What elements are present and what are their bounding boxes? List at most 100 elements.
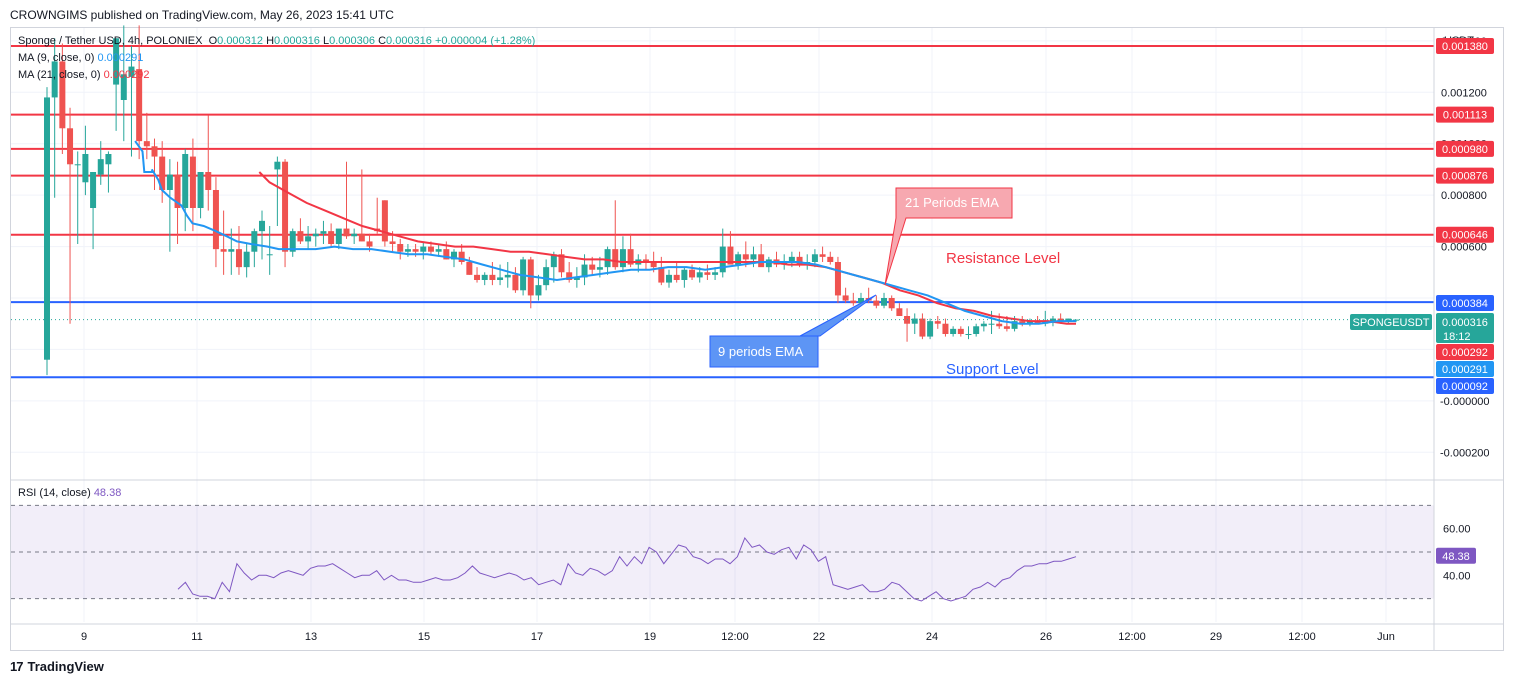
candle[interactable] bbox=[950, 326, 957, 337]
candle[interactable] bbox=[305, 226, 312, 250]
candle[interactable] bbox=[881, 292, 888, 309]
candle[interactable] bbox=[397, 238, 404, 260]
candle[interactable] bbox=[90, 172, 97, 250]
candle[interactable] bbox=[673, 262, 680, 283]
candle[interactable] bbox=[758, 244, 765, 268]
candle[interactable] bbox=[489, 262, 496, 286]
candle[interactable] bbox=[973, 323, 980, 337]
candle[interactable] bbox=[151, 138, 158, 190]
candle[interactable] bbox=[358, 169, 365, 242]
candle[interactable] bbox=[980, 321, 987, 332]
candle[interactable] bbox=[205, 115, 212, 211]
legend-ma9-row[interactable]: MA (9, close, 0) 0.000291 bbox=[18, 52, 143, 64]
candle[interactable] bbox=[497, 264, 504, 286]
candle[interactable] bbox=[320, 220, 327, 244]
candle[interactable] bbox=[666, 269, 673, 288]
candle[interactable] bbox=[351, 228, 358, 244]
candle[interactable] bbox=[819, 246, 826, 262]
candle[interactable] bbox=[827, 251, 834, 265]
candle[interactable] bbox=[51, 38, 58, 198]
candle[interactable] bbox=[136, 25, 143, 160]
candle[interactable] bbox=[735, 251, 742, 270]
tradingview-brand[interactable]: 17 TradingView bbox=[10, 659, 104, 674]
candle[interactable] bbox=[105, 151, 112, 193]
candle[interactable] bbox=[128, 46, 135, 157]
candle[interactable] bbox=[328, 223, 335, 247]
candle[interactable] bbox=[74, 151, 81, 244]
candle[interactable] bbox=[904, 308, 911, 342]
candle[interactable] bbox=[82, 125, 89, 196]
candle[interactable] bbox=[312, 228, 319, 247]
candle[interactable] bbox=[374, 197, 381, 234]
candle[interactable] bbox=[1026, 318, 1033, 327]
candle[interactable] bbox=[166, 159, 173, 252]
candle[interactable] bbox=[120, 25, 127, 142]
candle[interactable] bbox=[381, 200, 388, 247]
candle[interactable] bbox=[919, 313, 926, 340]
candle[interactable] bbox=[67, 107, 74, 324]
candle[interactable] bbox=[343, 161, 350, 239]
candle[interactable] bbox=[113, 38, 120, 131]
candle[interactable] bbox=[612, 200, 619, 270]
candle[interactable] bbox=[159, 141, 166, 203]
candle[interactable] bbox=[44, 87, 50, 376]
candle[interactable] bbox=[965, 326, 972, 340]
candle[interactable] bbox=[59, 43, 66, 154]
candle[interactable] bbox=[896, 303, 903, 316]
candle[interactable] bbox=[543, 259, 550, 291]
candle[interactable] bbox=[189, 138, 196, 232]
candle[interactable] bbox=[512, 267, 519, 293]
candle[interactable] bbox=[259, 210, 266, 260]
candle[interactable] bbox=[834, 256, 841, 304]
candle[interactable] bbox=[873, 295, 880, 309]
candle[interactable] bbox=[97, 141, 104, 185]
candle[interactable] bbox=[558, 249, 565, 278]
candle[interactable] bbox=[420, 241, 427, 260]
candle[interactable] bbox=[197, 172, 204, 219]
candle[interactable] bbox=[220, 210, 227, 275]
candle[interactable] bbox=[297, 218, 304, 244]
candle[interactable] bbox=[504, 262, 511, 288]
candle[interactable] bbox=[251, 228, 258, 268]
candle[interactable] bbox=[274, 156, 281, 226]
candle[interactable] bbox=[765, 256, 772, 273]
candle[interactable] bbox=[727, 231, 734, 265]
legend-ma21-row[interactable]: MA (21, close, 0) 0.000292 bbox=[18, 69, 150, 81]
candle[interactable] bbox=[474, 267, 481, 283]
candle[interactable] bbox=[704, 264, 711, 280]
candle[interactable] bbox=[850, 292, 857, 306]
candle[interactable] bbox=[888, 295, 895, 311]
candle[interactable] bbox=[942, 318, 949, 337]
candle[interactable] bbox=[957, 326, 964, 337]
candle[interactable] bbox=[143, 112, 150, 160]
candle[interactable] bbox=[681, 267, 688, 288]
candle[interactable] bbox=[934, 316, 941, 329]
candle[interactable] bbox=[289, 228, 296, 257]
candle[interactable] bbox=[804, 254, 811, 270]
candle[interactable] bbox=[243, 244, 250, 278]
candle[interactable] bbox=[282, 159, 289, 268]
candle[interactable] bbox=[228, 228, 235, 275]
candle[interactable] bbox=[435, 244, 442, 257]
legend-symbol[interactable]: Sponge / Tether USD, 4h, POLONIEX bbox=[18, 35, 203, 47]
candle[interactable] bbox=[266, 226, 273, 275]
candle[interactable] bbox=[842, 287, 849, 304]
candle[interactable] bbox=[719, 228, 726, 278]
candle[interactable] bbox=[481, 272, 488, 286]
candle[interactable] bbox=[927, 318, 934, 340]
candle[interactable] bbox=[550, 251, 557, 283]
candle[interactable] bbox=[235, 226, 242, 275]
candle[interactable] bbox=[527, 256, 534, 309]
legend-rsi-row[interactable]: RSI (14, close) 48.38 bbox=[18, 487, 121, 499]
grid bbox=[11, 28, 1434, 622]
candle[interactable] bbox=[619, 236, 626, 273]
candle[interactable] bbox=[182, 148, 189, 232]
candle[interactable] bbox=[212, 177, 219, 268]
candle[interactable] bbox=[335, 228, 342, 250]
candle-body bbox=[351, 233, 358, 237]
candle[interactable] bbox=[535, 274, 542, 301]
candle[interactable] bbox=[773, 251, 780, 268]
candle[interactable] bbox=[1034, 316, 1041, 324]
candle[interactable] bbox=[911, 313, 918, 334]
